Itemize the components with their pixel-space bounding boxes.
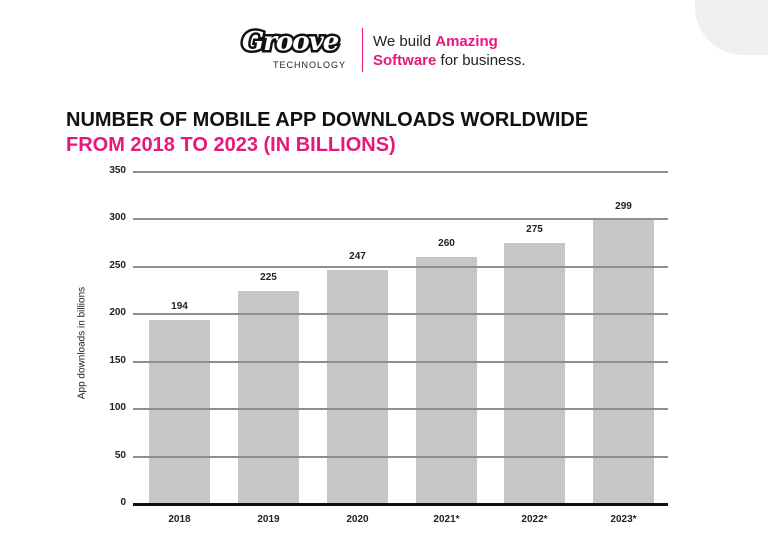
y-tick-label: 250 — [109, 259, 126, 271]
x-tick-label: 2022* — [521, 514, 548, 525]
bar — [327, 269, 388, 504]
chart-title-line2: FROM 2018 TO 2023 (IN BILLIONS) — [66, 134, 396, 156]
gridline — [133, 218, 668, 221]
y-tick-label: 350 — [109, 165, 126, 176]
bar — [504, 243, 565, 504]
bar — [416, 257, 477, 504]
logo-subtitle: TECHNOLOGY — [273, 60, 347, 70]
chart-title: NUMBER OF MOBILE APP DOWNLOADS WORLDWIDE… — [66, 108, 588, 158]
x-tick-label: 2020 — [346, 514, 369, 525]
tagline-text: We build — [373, 33, 436, 50]
brand-header: Groove TECHNOLOGY We build Amazing Softw… — [239, 25, 560, 76]
bar-value-label: 247 — [349, 250, 366, 262]
tagline-highlight: Software — [373, 52, 437, 69]
tagline-highlight: Amazing — [435, 33, 498, 50]
bar — [238, 290, 299, 504]
y-tick-label: 0 — [120, 497, 126, 508]
y-tick-label: 150 — [109, 354, 126, 366]
groove-logo: Groove TECHNOLOGY — [239, 25, 356, 73]
gridline — [133, 313, 668, 316]
bar-value-label: 275 — [526, 224, 543, 236]
y-tick-label: 50 — [114, 449, 126, 461]
gridline — [133, 408, 668, 411]
gridline — [133, 455, 668, 458]
x-tick-label: 2021* — [433, 514, 460, 525]
gridline — [133, 360, 668, 363]
x-tick-label: 2018 — [168, 514, 191, 525]
x-tick-label: 2023* — [610, 514, 637, 525]
tagline: We build Amazing Software for business. — [373, 32, 526, 70]
gridline — [133, 171, 668, 173]
x-tick-label: 2019 — [257, 514, 280, 525]
y-axis-label: App downloads in billions — [76, 286, 88, 400]
y-tick-label: 100 — [109, 402, 126, 414]
x-axis-line — [133, 503, 668, 506]
gridline — [133, 265, 668, 268]
y-tick-label: 200 — [109, 307, 126, 319]
tagline-text: for business. — [436, 52, 526, 69]
bar-value-label: 225 — [260, 271, 277, 283]
header-divider — [362, 28, 363, 72]
logo-wordmark: Groove — [239, 25, 341, 60]
bar-value-label: 299 — [615, 201, 632, 213]
chart-title-line1: NUMBER OF MOBILE APP DOWNLOADS WORLDWIDE — [66, 109, 589, 131]
bar — [149, 319, 210, 504]
y-tick-label: 300 — [109, 212, 126, 224]
bar-value-label: 260 — [438, 238, 455, 250]
bar-value-label: 194 — [171, 300, 188, 312]
